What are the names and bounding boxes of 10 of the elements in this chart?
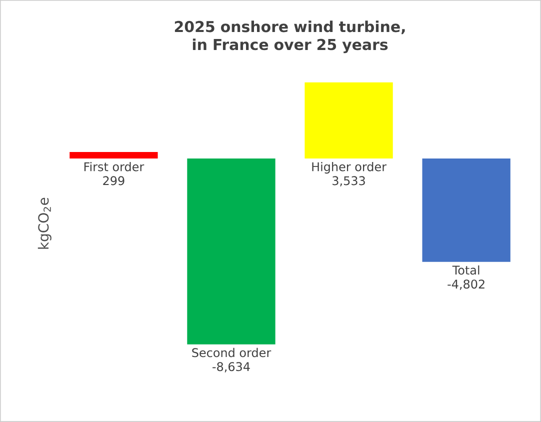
data-label: -4,802 (448, 280, 484, 290)
data-label: 299 (103, 176, 124, 186)
x-tick-label: Second order (192, 348, 272, 358)
x-tick-label: First order (84, 162, 144, 172)
chart-title: 2025 onshore wind turbine, in France over 25 years (174, 20, 405, 54)
y-axis-title: kgCO$_{2}$e (38, 198, 52, 249)
x-tick-label: Higher order (312, 162, 387, 174)
data-label: -8,634 (212, 362, 250, 372)
x-tick-label: Total (452, 265, 480, 275)
data-label: 3,533 (332, 176, 365, 186)
